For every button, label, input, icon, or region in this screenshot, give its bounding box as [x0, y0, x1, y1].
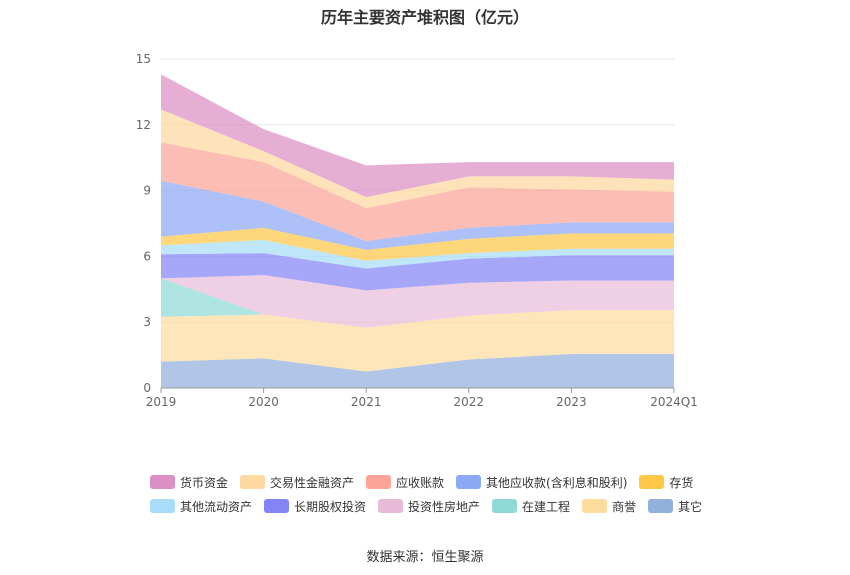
legend-swatch	[240, 475, 266, 489]
legend-label: 存货	[669, 475, 694, 490]
y-tick-label: 3	[143, 315, 151, 329]
x-tick-label: 2022	[454, 395, 485, 409]
legend-item[interactable]: 商誉	[582, 498, 636, 515]
chart-title: 历年主要资产堆积图（亿元）	[320, 8, 529, 27]
legend-item[interactable]: 货币资金	[150, 474, 228, 491]
legend-row: 货币资金 交易性金融资产 应收账款 其他应收款(含利息和股利) 存货	[150, 470, 710, 494]
area-series-4	[161, 253, 674, 291]
legend-item[interactable]: 长期股权投资	[264, 498, 366, 515]
legend-label: 投资性房地产	[408, 499, 481, 514]
area-series-10	[161, 74, 674, 198]
legend-label: 商誉	[612, 499, 637, 514]
legend-label: 长期股权投资	[294, 499, 367, 514]
y-tick-label: 6	[143, 249, 151, 263]
data-source: 数据来源：恒生聚源	[366, 550, 484, 565]
stacked-area-chart: 0 3 6 9 12 15 2019 2020 2021 2022 2023 2024Q1	[136, 52, 698, 409]
legend-label: 货币资金	[180, 475, 229, 490]
x-tick-label: 2023	[556, 395, 587, 409]
legend-swatch	[456, 475, 482, 489]
area-series-7	[161, 180, 674, 250]
legend-label: 其他应收款(含利息和股利)	[486, 475, 628, 490]
legend-swatch	[582, 499, 608, 513]
legend-label: 在建工程	[522, 499, 571, 514]
legend-item[interactable]: 投资性房地产	[378, 498, 480, 515]
legend-swatch	[264, 499, 290, 513]
legend-swatch	[639, 475, 665, 489]
y-tick-label: 12	[136, 118, 151, 132]
y-tick-label: 15	[136, 52, 151, 66]
legend-item[interactable]: 在建工程	[492, 498, 570, 515]
area-series-5	[161, 239, 674, 269]
legend-label: 应收账款	[396, 475, 445, 490]
legend-label: 交易性金融资产	[270, 475, 355, 490]
legend-swatch	[150, 475, 175, 489]
legend-swatch	[366, 475, 392, 489]
x-tick-label: 2019	[146, 395, 177, 409]
legend-item[interactable]: 交易性金融资产	[240, 474, 354, 491]
legend-swatch	[492, 499, 518, 513]
x-tick-label: 2020	[248, 395, 279, 409]
legend-row: 其他流动资产 长期股权投资 投资性房地产 在建工程 商誉 其它	[150, 494, 710, 518]
area-series-9	[161, 109, 674, 209]
legend-label: 其他流动资产	[180, 499, 253, 514]
area-series-8	[161, 142, 674, 242]
legend-swatch	[378, 499, 404, 513]
area-series-0	[161, 354, 674, 388]
area-series-3	[161, 275, 674, 328]
legend-label: 其它	[678, 499, 703, 514]
legend-item[interactable]: 存货	[639, 474, 693, 491]
legend-swatch	[150, 499, 175, 513]
x-tick-label: 2021	[351, 395, 382, 409]
legend-item[interactable]: 应收账款	[366, 474, 444, 491]
x-tick-label: 2024Q1	[650, 395, 698, 409]
y-tick-label: 9	[143, 184, 151, 198]
y-tick-label: 0	[143, 381, 151, 395]
legend-swatch	[648, 499, 674, 513]
area-series-1	[161, 310, 674, 372]
chart-legend: 货币资金 交易性金融资产 应收账款 其他应收款(含利息和股利) 存货其他流动资产 长期股权…	[150, 470, 710, 518]
legend-item[interactable]: 其它	[648, 498, 702, 515]
legend-item[interactable]: 其他应收款(含利息和股利)	[456, 474, 627, 491]
legend-item[interactable]: 其他流动资产	[150, 498, 252, 515]
